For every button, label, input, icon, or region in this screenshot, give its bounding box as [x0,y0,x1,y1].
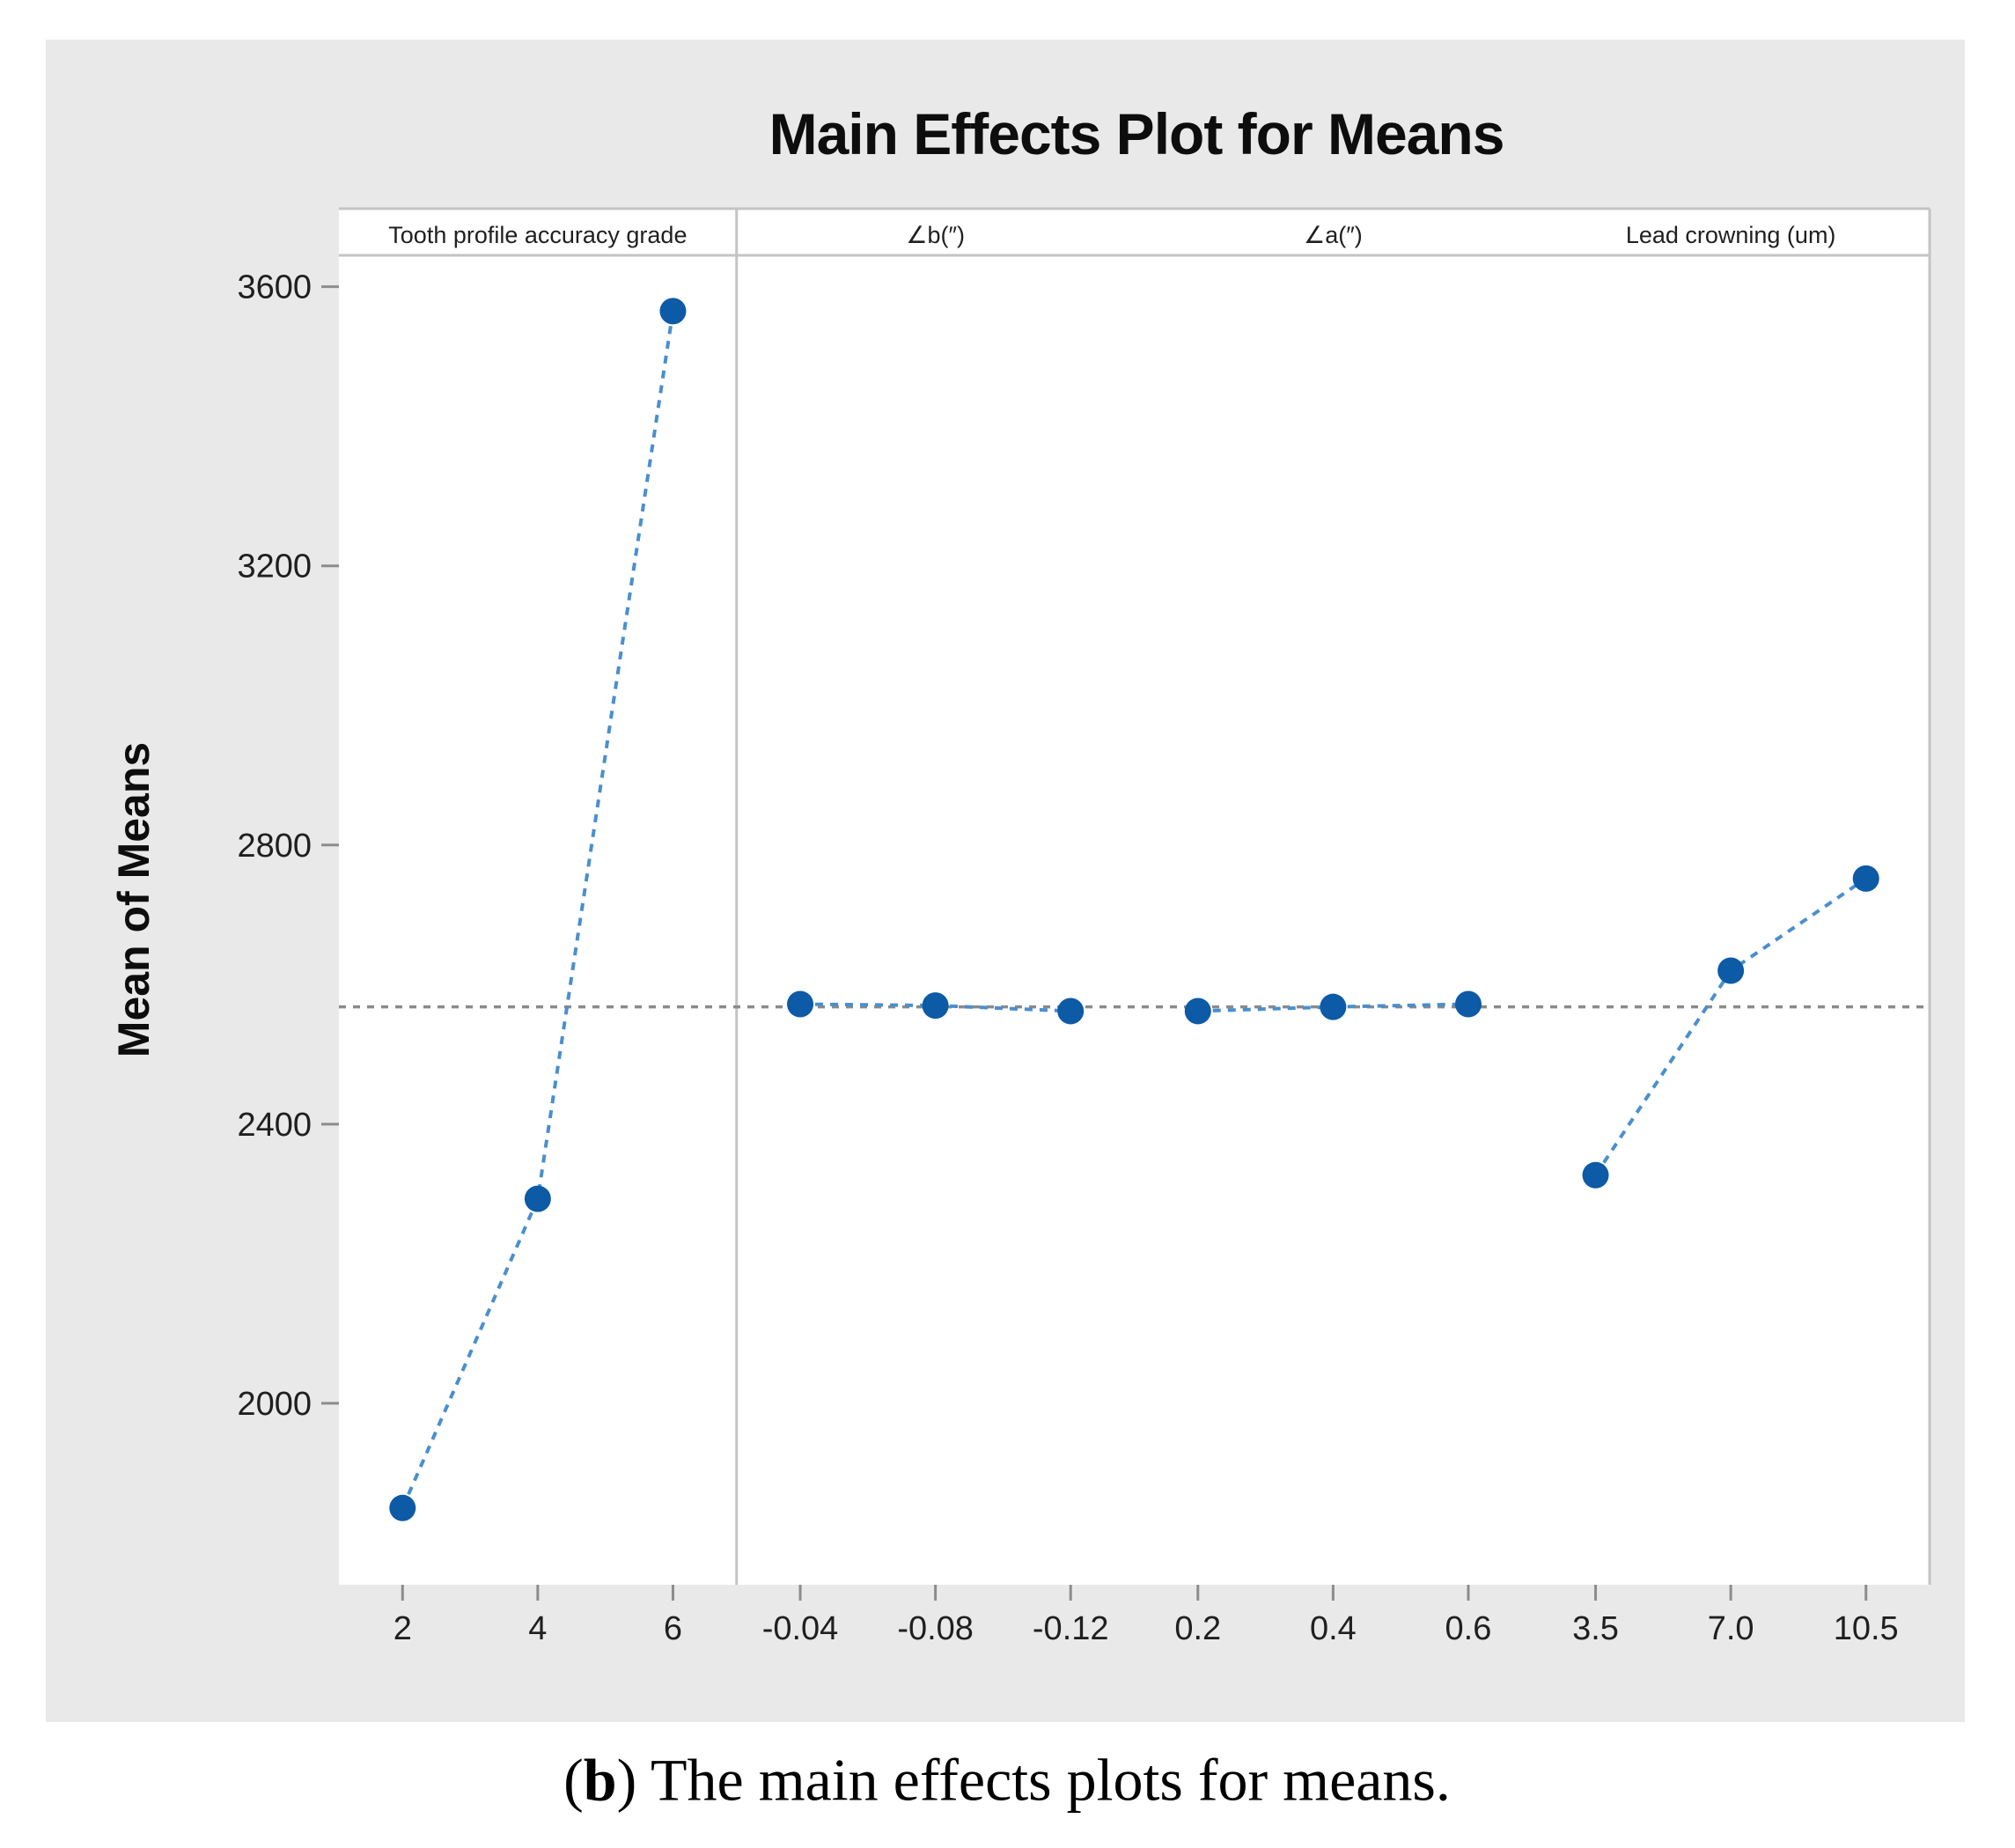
x-tick-label: 10.5 [1834,1610,1899,1647]
x-tick-label: 3.5 [1572,1610,1619,1647]
data-point [922,992,949,1020]
y-tick-label: 3200 [237,549,312,585]
x-tick-label: 2 [393,1610,412,1647]
panel-header-label: ∠b(″) [906,222,965,248]
data-point [1320,993,1347,1020]
x-tick-label: -0.04 [762,1610,839,1647]
caption-rest: ) The main effects plots for means. [616,1746,1451,1814]
x-tick-label: 6 [664,1610,682,1647]
x-tick-label: 0.4 [1310,1610,1357,1647]
x-tick-label: -0.12 [1033,1610,1109,1647]
x-tick-label: -0.08 [897,1610,974,1647]
data-point [1582,1161,1609,1189]
y-tick-label: 2400 [237,1107,312,1144]
data-point [1852,865,1879,892]
caption-open-paren: ( [563,1746,584,1814]
panel-header-label: Lead crowning (um) [1626,222,1836,248]
data-point [1057,998,1085,1025]
y-tick-label: 2800 [237,828,312,865]
caption-bold-letter: b [583,1746,617,1814]
figure-caption: (b) The main effects plots for means. [563,1746,1451,1815]
data-point [524,1185,551,1212]
data-point [1717,957,1745,984]
data-point [787,990,814,1018]
x-tick-label: 7.0 [1708,1610,1754,1647]
data-point [1184,998,1211,1025]
data-point [1454,990,1482,1018]
data-point [659,298,687,325]
chart-title: Main Effects Plot for Means [768,101,1505,166]
x-tick-label: 0.6 [1445,1610,1492,1647]
plot-area-background [339,209,1930,1585]
panel-header-label: ∠a(″) [1304,222,1363,248]
x-tick-label: 4 [528,1610,547,1647]
y-tick-label: 2000 [237,1386,312,1423]
series-line [401,311,675,1509]
y-tick-label: 3600 [237,269,312,306]
x-tick-label: 0.2 [1174,1610,1221,1647]
data-point [389,1494,416,1521]
panel-header-label: Tooth profile accuracy grade [388,222,687,248]
